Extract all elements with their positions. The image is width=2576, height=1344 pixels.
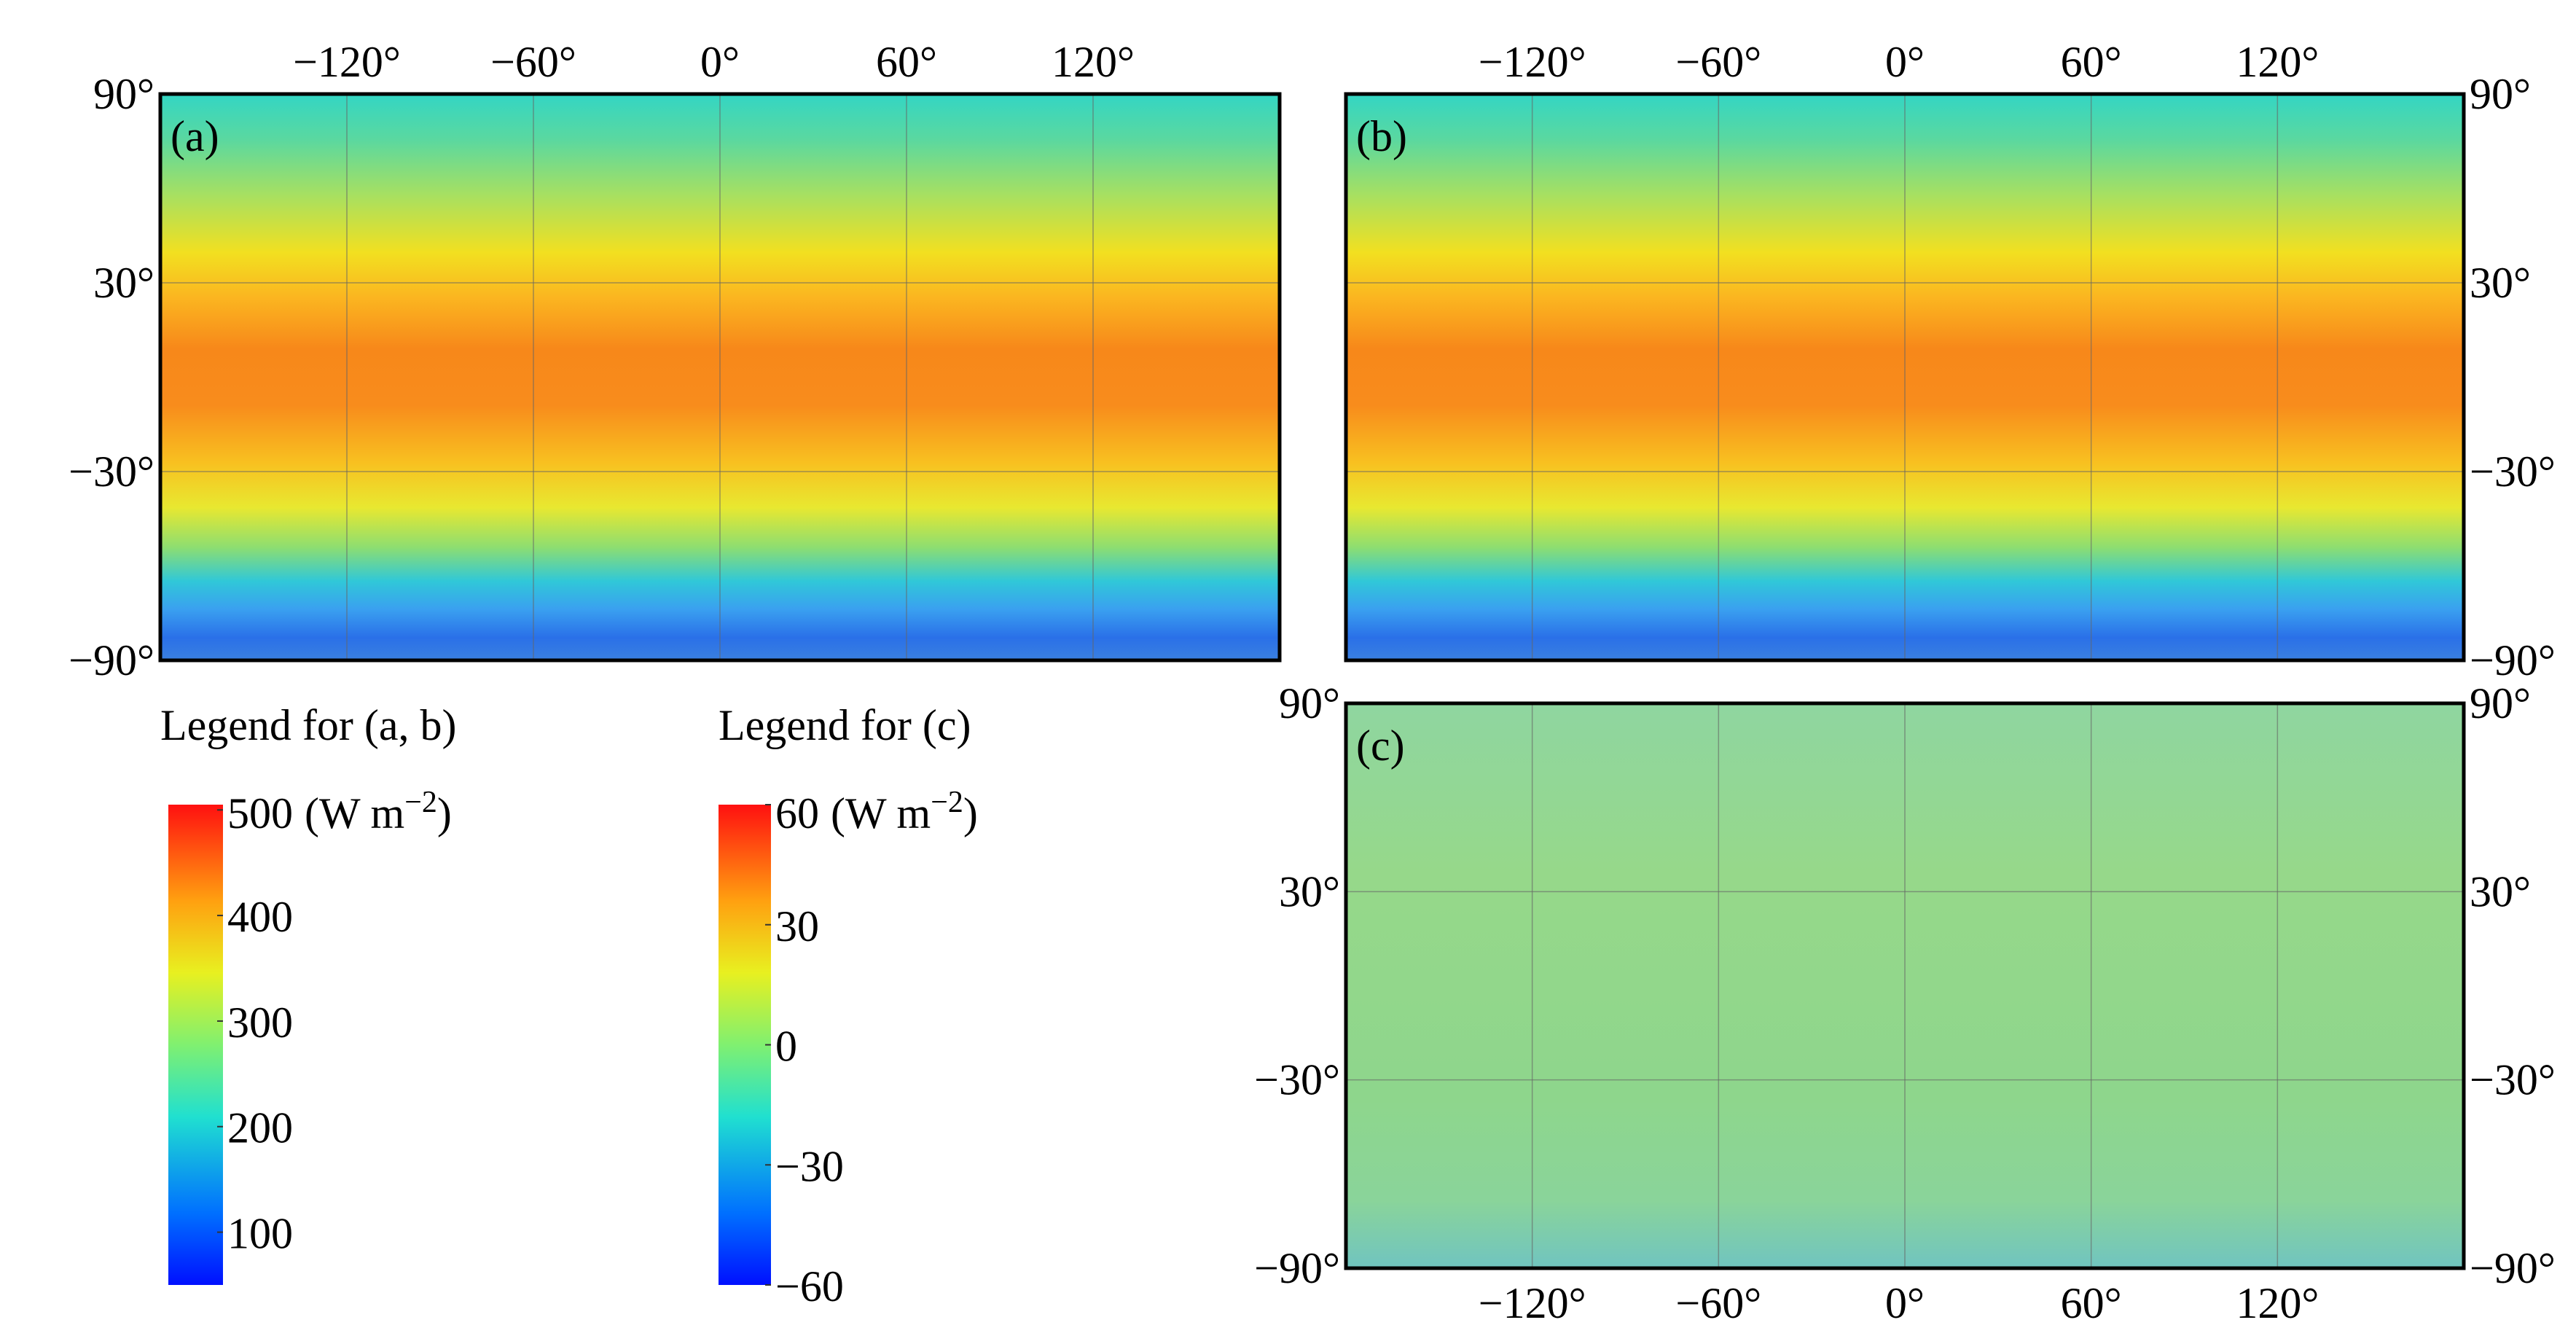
y-tick-label: −90° bbox=[2470, 636, 2556, 684]
x-tick-label: 60° bbox=[2061, 1279, 2122, 1327]
map-frame bbox=[1344, 701, 2466, 1270]
x-tick-label: 60° bbox=[2061, 38, 2122, 86]
y-tick-label: 30° bbox=[1279, 867, 1340, 915]
x-tick-label: 0° bbox=[700, 38, 740, 86]
x-tick-label: 120° bbox=[1052, 38, 1135, 86]
colorbar-tick-label: 300 bbox=[227, 999, 293, 1047]
y-tick-label: 90° bbox=[1279, 679, 1340, 727]
y-tick-label: 90° bbox=[2470, 70, 2531, 118]
y-tick-label: −90° bbox=[68, 636, 154, 684]
map-frame bbox=[1344, 92, 2466, 663]
unit-text: ) bbox=[437, 789, 452, 837]
x-tick-label: −120° bbox=[1479, 38, 1586, 86]
x-tick-label: −60° bbox=[1675, 38, 1761, 86]
x-tick-label: −120° bbox=[293, 38, 401, 86]
panel-label: (a) bbox=[171, 112, 219, 160]
x-tick-label: −60° bbox=[490, 38, 576, 86]
colorbar-tick-label: −60 bbox=[775, 1262, 844, 1310]
x-tick-label: 0° bbox=[1885, 1279, 1925, 1327]
y-tick-label: −90° bbox=[1254, 1244, 1340, 1292]
unit-text: ) bbox=[963, 789, 978, 837]
x-tick-label: 0° bbox=[1885, 38, 1925, 86]
colorbar-tick-label: 30 bbox=[775, 902, 819, 950]
colorbar bbox=[719, 805, 771, 1285]
colorbar-tick-label: 400 bbox=[227, 893, 293, 941]
colorbar-tick-label: 0 bbox=[775, 1023, 797, 1071]
y-tick-label: −90° bbox=[2470, 1244, 2556, 1292]
colorbar-tick-label: 200 bbox=[227, 1104, 293, 1152]
legend-title: Legend for (a, b) bbox=[160, 701, 456, 749]
y-tick-label: −30° bbox=[2470, 1056, 2556, 1104]
y-tick-label: −30° bbox=[2470, 448, 2556, 496]
panel-label: (c) bbox=[1356, 722, 1405, 770]
x-tick-label: −120° bbox=[1479, 1279, 1586, 1327]
colorbar-unit: (W m−2) bbox=[305, 786, 452, 837]
x-tick-label: −60° bbox=[1675, 1279, 1761, 1327]
map-frame bbox=[158, 92, 1282, 663]
unit-exponent: −2 bbox=[931, 786, 963, 819]
y-tick-label: 30° bbox=[2470, 867, 2531, 915]
legend-title: Legend for (c) bbox=[719, 701, 971, 749]
x-tick-label: 60° bbox=[876, 38, 937, 86]
colorbar-tick-label: 60 bbox=[775, 789, 819, 837]
y-tick-label: −30° bbox=[1254, 1056, 1340, 1104]
colorbar-tick-label: 500 bbox=[227, 789, 293, 837]
panel-label: (b) bbox=[1356, 112, 1407, 160]
colorbar-unit: (W m−2) bbox=[831, 786, 978, 837]
y-tick-label: 90° bbox=[93, 70, 154, 118]
unit-exponent: −2 bbox=[404, 786, 437, 819]
colorbar-tick-label: −30 bbox=[775, 1142, 844, 1190]
y-tick-label: −30° bbox=[68, 448, 154, 496]
x-tick-label: 120° bbox=[2236, 38, 2319, 86]
y-tick-label: 30° bbox=[93, 259, 154, 307]
y-tick-label: 30° bbox=[2470, 259, 2531, 307]
colorbar bbox=[168, 805, 223, 1285]
x-tick-label: 120° bbox=[2236, 1279, 2319, 1327]
colorbar-tick-label: 100 bbox=[227, 1210, 293, 1258]
unit-text: (W m bbox=[305, 789, 404, 837]
y-tick-label: 90° bbox=[2470, 679, 2531, 727]
unit-text: (W m bbox=[831, 789, 931, 837]
